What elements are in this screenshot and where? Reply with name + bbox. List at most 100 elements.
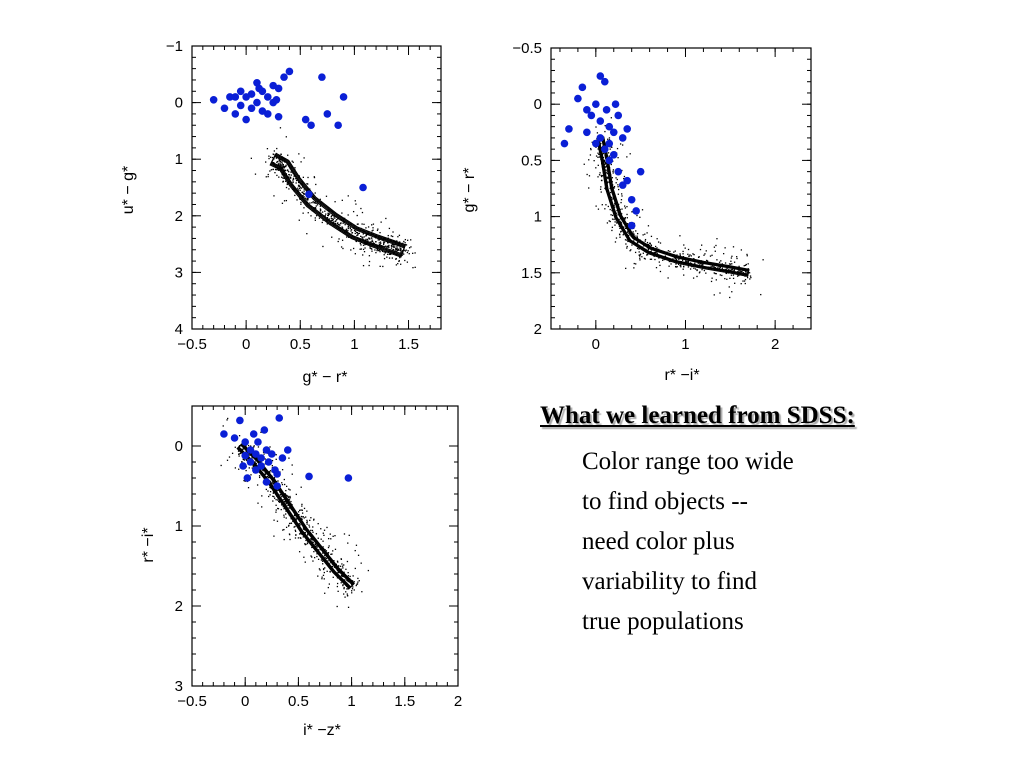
star-point — [360, 562, 362, 564]
star-point — [399, 256, 401, 259]
star-point — [293, 175, 295, 177]
star-point — [382, 243, 385, 246]
star-point — [253, 445, 255, 447]
x-tick-label: 2 — [771, 336, 779, 353]
star-point — [629, 153, 631, 155]
star-point — [305, 543, 307, 545]
star-point — [738, 270, 740, 272]
star-point — [626, 213, 628, 216]
star-point — [281, 469, 284, 471]
star-point — [301, 512, 304, 514]
star-point — [242, 448, 244, 450]
star-point — [654, 258, 656, 261]
star-point — [610, 214, 612, 216]
star-point — [392, 231, 394, 233]
star-point — [266, 475, 269, 478]
star-point — [746, 276, 749, 279]
star-point — [624, 227, 627, 229]
star-point — [378, 249, 381, 251]
star-point — [714, 267, 717, 269]
star-point — [635, 263, 637, 265]
star-point — [258, 476, 261, 479]
star-point — [599, 172, 601, 174]
quasar-point — [230, 434, 239, 442]
star-point — [323, 571, 325, 574]
star-point — [639, 216, 641, 218]
star-point — [347, 606, 350, 608]
quasar-point — [344, 474, 353, 482]
star-point — [396, 249, 398, 252]
star-point — [300, 537, 302, 539]
star-point — [675, 259, 678, 261]
star-point — [284, 493, 287, 496]
star-point — [714, 272, 716, 275]
star-point — [328, 545, 330, 547]
star-point — [406, 261, 409, 263]
star-point — [234, 467, 237, 469]
star-point — [352, 247, 355, 250]
star-point — [650, 245, 653, 247]
contour-line — [237, 443, 354, 589]
star-point — [275, 454, 277, 456]
star-point — [285, 510, 287, 512]
star-point — [297, 511, 300, 513]
star-point — [383, 242, 385, 245]
star-point — [646, 232, 648, 234]
star-point — [357, 234, 359, 236]
quasar-point — [236, 416, 244, 425]
star-point — [692, 253, 694, 255]
star-point — [291, 473, 293, 475]
star-point — [588, 187, 590, 189]
star-point — [343, 587, 345, 590]
star-point — [718, 267, 721, 269]
star-point — [344, 579, 346, 581]
star-point — [337, 561, 339, 563]
star-point — [698, 272, 701, 274]
star-point — [314, 217, 316, 219]
star-point — [644, 233, 646, 235]
star-point — [368, 260, 371, 263]
star-point — [285, 199, 288, 202]
star-point — [617, 186, 619, 188]
star-point — [351, 588, 354, 590]
star-point — [616, 147, 619, 150]
star-point — [285, 513, 287, 515]
star-point — [613, 187, 615, 189]
star-point — [713, 266, 715, 268]
star-point — [306, 198, 308, 201]
star-point — [318, 217, 321, 219]
star-point — [360, 235, 362, 237]
star-point — [268, 476, 270, 479]
star-point — [337, 224, 339, 226]
star-point — [620, 222, 622, 224]
star-point — [607, 181, 609, 183]
quasar-point — [247, 90, 256, 98]
quasar-point — [605, 122, 614, 131]
star-point — [278, 169, 280, 171]
star-point — [724, 277, 726, 280]
star-point — [624, 217, 626, 219]
star-point — [337, 240, 339, 243]
star-point — [288, 176, 290, 178]
star-point — [334, 201, 336, 203]
star-point — [278, 176, 280, 178]
star-point — [595, 205, 597, 207]
star-point — [362, 254, 364, 256]
star-point — [348, 534, 350, 536]
star-point — [395, 248, 398, 251]
star-point — [292, 179, 294, 181]
y-tick-label: 1.5 — [521, 265, 542, 282]
star-point — [680, 266, 682, 268]
star-point — [729, 277, 731, 280]
star-point — [347, 225, 350, 228]
star-point — [285, 502, 288, 504]
quasar-point — [623, 125, 632, 133]
star-point — [291, 160, 293, 162]
star-point — [351, 232, 353, 234]
star-point — [334, 220, 336, 223]
star-point — [301, 516, 303, 518]
star-point — [342, 222, 344, 224]
star-point — [307, 176, 309, 179]
star-point — [382, 245, 384, 247]
star-point — [696, 269, 698, 272]
